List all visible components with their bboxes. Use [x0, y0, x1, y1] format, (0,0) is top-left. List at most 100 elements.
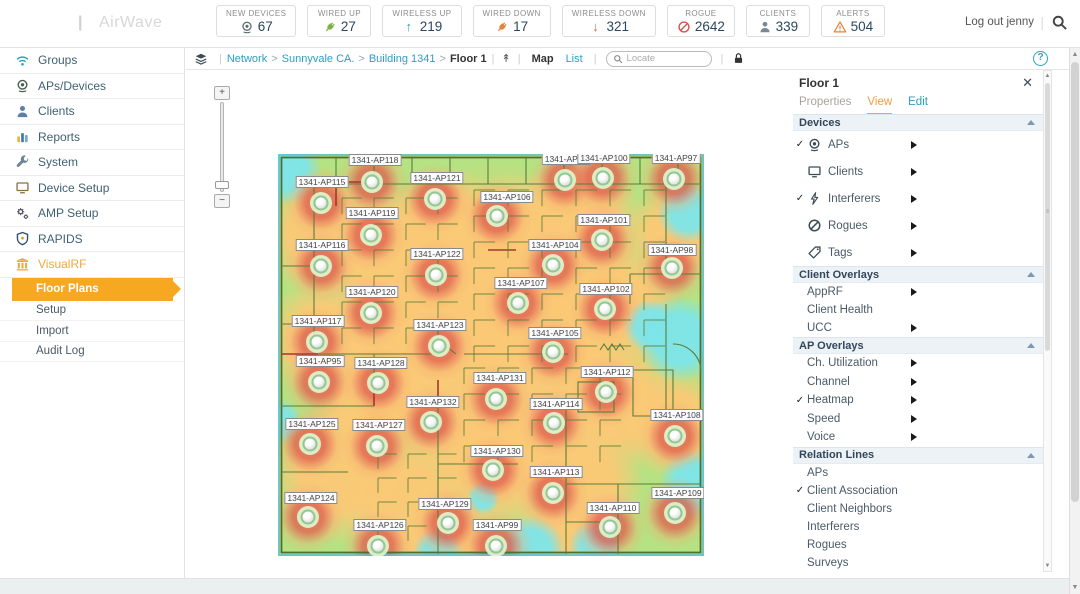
ap-label-1341-ap104[interactable]: 1341-AP104 — [528, 239, 582, 251]
expand-arrow-icon[interactable] — [911, 167, 917, 176]
ap-marker-1341-ap126[interactable] — [370, 538, 386, 554]
ap-label-1341-ap128[interactable]: 1341-AP128 — [354, 357, 408, 369]
panel-row-aps[interactable]: ✓ APs — [793, 131, 1043, 158]
panel-row-surveys[interactable]: Surveys — [793, 554, 1043, 572]
ap-marker-1341-ap112[interactable] — [598, 384, 614, 400]
ap-label-1341-ap98[interactable]: 1341-AP98 — [647, 244, 697, 256]
ap-marker-1341-ap10[interactable] — [557, 172, 573, 188]
expand-arrow-icon[interactable] — [911, 248, 917, 257]
ap-marker-1341-ap130[interactable] — [485, 462, 501, 478]
sidebar-item-clients[interactable]: Clients — [0, 99, 184, 125]
ap-label-1341-ap109[interactable]: 1341-AP109 — [651, 487, 704, 499]
panel-row-client-association[interactable]: ✓ Client Association — [793, 482, 1043, 500]
sidebar-subitem-setup[interactable]: Setup — [0, 301, 184, 321]
ap-label-1341-ap113[interactable]: 1341-AP113 — [529, 466, 583, 478]
sidebar-item-device-setup[interactable]: Device Setup — [0, 176, 184, 201]
panel-row-ucc[interactable]: UCC — [793, 319, 1043, 337]
scroll-down-icon[interactable]: ▼ — [1044, 563, 1051, 569]
panel-row-voice[interactable]: Voice — [793, 428, 1043, 447]
ap-label-1341-ap116[interactable]: 1341-AP116 — [295, 239, 349, 251]
ap-marker-1341-ap114[interactable] — [546, 415, 562, 431]
ap-marker-1341-ap124[interactable] — [300, 509, 316, 525]
expand-arrow-icon[interactable] — [911, 359, 917, 368]
tab-edit[interactable]: Edit — [908, 96, 928, 108]
ap-marker-1341-ap108[interactable] — [667, 428, 683, 444]
expand-arrow-icon[interactable] — [911, 324, 917, 332]
ap-label-1341-ap126[interactable]: 1341-AP126 — [353, 519, 407, 531]
sidebar-item-reports[interactable]: Reports — [0, 125, 184, 150]
tab-view[interactable]: View — [867, 96, 893, 116]
page-scrollbar[interactable]: ▲ ▼ — [1069, 48, 1080, 594]
ap-marker-1341-ap131[interactable] — [488, 391, 504, 407]
ap-label-1341-ap127[interactable]: 1341-AP127 — [352, 419, 406, 431]
ap-label-1341-ap105[interactable]: 1341-AP105 — [528, 327, 582, 339]
pan-pointer-icon[interactable]: ↟ — [501, 53, 511, 65]
close-icon[interactable]: ✕ — [1022, 75, 1033, 90]
scroll-up-icon[interactable]: ▲ — [1071, 51, 1079, 58]
section-header-ap-overlays[interactable]: AP Overlays — [793, 337, 1043, 354]
stat-tile-rogue[interactable]: ROGUE 2642 — [666, 5, 735, 37]
locate-input[interactable] — [626, 53, 705, 64]
ap-label-1341-ap108[interactable]: 1341-AP108 — [650, 409, 704, 421]
ap-marker-1341-ap120[interactable] — [363, 305, 379, 321]
scroll-up-icon[interactable]: ▲ — [1044, 73, 1051, 79]
ap-label-1341-ap118[interactable]: 1341-AP118 — [348, 154, 402, 166]
layers-icon[interactable] — [194, 52, 208, 66]
panel-row-clients[interactable]: Clients — [793, 158, 1043, 185]
expand-arrow-icon[interactable] — [911, 194, 917, 203]
floorplan-heatmap[interactable]: 1341-AP118 1341-AP115 1341-AP121 1341-AP10 1… — [278, 154, 704, 556]
ap-marker-1341-ap118[interactable] — [364, 174, 380, 190]
ap-marker-1341-ap101[interactable] — [594, 232, 610, 248]
ap-marker-1341-ap117[interactable] — [309, 334, 325, 350]
ap-label-1341-ap112[interactable]: 1341-AP112 — [580, 366, 634, 378]
ap-label-1341-ap100[interactable]: 1341-AP100 — [577, 154, 631, 164]
ap-marker-1341-ap115[interactable] — [313, 195, 329, 211]
ap-marker-1341-ap125[interactable] — [302, 436, 318, 452]
tab-properties[interactable]: Properties — [799, 96, 852, 108]
stat-tile-wired-down[interactable]: WIRED DOWN 17 — [472, 5, 551, 37]
section-header-client-overlays[interactable]: Client Overlays — [793, 266, 1043, 283]
ap-label-1341-ap115[interactable]: 1341-AP115 — [295, 176, 349, 188]
ap-marker-1341-ap102[interactable] — [597, 301, 613, 317]
list-view-toggle[interactable]: List — [565, 52, 583, 65]
ap-label-1341-ap106[interactable]: 1341-AP106 — [480, 191, 534, 203]
panel-row-ch-utilization[interactable]: Ch. Utilization — [793, 354, 1043, 373]
expand-arrow-icon[interactable] — [911, 288, 917, 296]
ap-marker-1341-ap128[interactable] — [370, 375, 386, 391]
breadcrumb-network[interactable]: Network — [226, 52, 268, 65]
ap-marker-1341-ap98[interactable] — [664, 260, 680, 276]
stat-tile-clients[interactable]: CLIENTS 339 — [745, 5, 810, 37]
breadcrumb-sunnyvale-ca-[interactable]: Sunnyvale CA. — [281, 52, 355, 65]
ap-label-1341-ap124[interactable]: 1341-AP124 — [284, 492, 338, 504]
stat-tile-new-devices[interactable]: NEW DEVICES 67 — [216, 5, 297, 37]
map-view-toggle[interactable]: Map — [531, 52, 554, 65]
expand-arrow-icon[interactable] — [911, 433, 917, 442]
zoom-out-button[interactable]: − — [214, 194, 230, 208]
sidebar-item-system[interactable]: System — [0, 150, 184, 176]
stat-tile-wireless-down[interactable]: WIRELESS DOWN ↓ 321 — [561, 5, 656, 37]
stat-tile-wired-up[interactable]: WIRED UP 27 — [307, 5, 372, 37]
sidebar-item-groups[interactable]: Groups — [0, 48, 184, 74]
ap-marker-1341-ap110[interactable] — [602, 519, 618, 535]
ap-marker-1341-ap116[interactable] — [313, 258, 329, 274]
ap-label-1341-ap130[interactable]: 1341-AP130 — [470, 445, 524, 457]
stat-tile-wireless-up[interactable]: WIRELESS UP ↑ 219 — [382, 5, 462, 37]
expand-arrow-icon[interactable] — [911, 414, 917, 423]
page-scrollbar-thumb[interactable] — [1071, 62, 1079, 502]
ap-label-1341-ap125[interactable]: 1341-AP125 — [285, 418, 339, 430]
expand-arrow-icon[interactable] — [911, 377, 917, 386]
panel-row-interferers[interactable]: Interferers — [793, 518, 1043, 536]
sidebar-subitem-import[interactable]: Import — [0, 321, 184, 342]
ap-label-1341-ap122[interactable]: 1341-AP122 — [410, 248, 464, 260]
ap-label-1341-ap123[interactable]: 1341-AP123 — [413, 319, 467, 331]
ap-marker-1341-ap99[interactable] — [488, 538, 504, 554]
sidebar-subitem-floor-plans[interactable]: Floor Plans — [12, 277, 181, 301]
help-icon[interactable]: ? — [1033, 51, 1048, 66]
ap-marker-1341-ap122[interactable] — [428, 267, 444, 283]
ap-label-1341-ap95[interactable]: 1341-AP95 — [295, 355, 345, 367]
ap-marker-1341-ap95[interactable] — [311, 374, 327, 390]
sidebar-item-visualrf[interactable]: VisualRF — [0, 252, 184, 278]
panel-scrollbar[interactable]: ▲ ≡ ▼ — [1043, 70, 1052, 572]
ap-marker-1341-ap100[interactable] — [595, 170, 611, 186]
ap-label-1341-ap107[interactable]: 1341-AP107 — [494, 277, 548, 289]
